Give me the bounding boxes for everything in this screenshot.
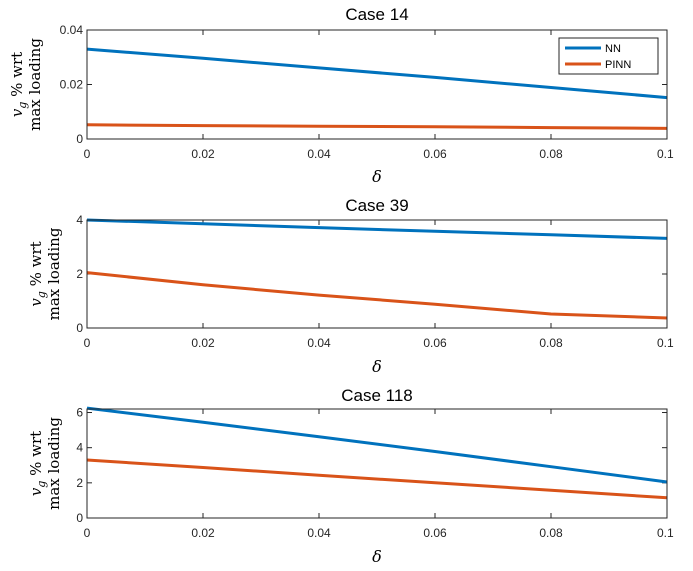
y-axis-label-line-2: max loading [26,38,44,131]
chart-title: Case 39 [345,196,408,215]
legend-box [558,37,659,75]
axes-box [86,408,668,519]
chart-title: Case 118 [341,386,413,405]
y-tick-label: 2 [76,267,83,281]
axes-box [86,29,668,140]
y-label-variable: v [8,108,26,117]
series-line-nn [86,406,668,484]
subplot-3: Case 118 0 0.02 0.04 0.06 0.08 0.1 0 2 4 6 vg % wrt… [27,386,674,566]
y-label-variable: v [27,487,45,496]
y-label-rest: % wrt [27,241,45,291]
x-tick-label: 0.02 [191,526,215,540]
series-line-pinn [86,123,668,130]
y-axis-label-line-1: vg % wrt [27,241,48,306]
y-axis-label-line-2: max loading [45,417,63,510]
subplot-2: Case 39 0 0.02 0.04 0.06 0.08 0.1 0 2 4 vg % wrt ma… [27,196,674,376]
series-line-pinn [86,458,668,500]
x-tick-label: 0.06 [423,336,447,350]
x-tick-label: 0.06 [423,147,447,161]
axes-box [86,219,668,329]
y-axis-label: vg % wrt max loading [27,417,63,510]
plot-area [87,220,667,328]
x-axis-label: δ [372,547,382,566]
x-tick-label: 0 [84,526,91,540]
x-tick-label: 0.08 [539,526,563,540]
x-tick-label: 0.1 [657,526,674,540]
legend: NN PINN [558,37,659,75]
x-tick-label: 0 [84,336,91,350]
y-label-rest: % wrt [27,431,45,481]
y-label-subscript: g [35,481,48,488]
x-tick-label: 0.06 [423,526,447,540]
y-axis-label-line-1: vg % wrt [27,431,48,496]
legend-label-pinn: PINN [605,59,631,71]
x-tick-label: 0.08 [539,336,563,350]
chart-title: Case 14 [345,5,408,24]
x-tick-label: 0 [84,147,91,161]
plot-area [87,409,667,518]
x-tick-label: 0.04 [307,526,331,540]
y-label-variable: v [27,298,45,307]
x-axis-label: δ [372,357,382,376]
y-tick-label: 2 [76,476,83,490]
y-axis-label-line-1: vg % wrt [8,52,29,117]
y-tick-label: 0.02 [60,78,84,92]
y-tick-label: 4 [76,441,83,455]
y-label-subscript: g [16,102,29,109]
subplot-1: Case 14 0 0.02 0.04 0.06 0.08 0.1 0 0.02 0.04 vg %… [8,5,674,186]
series-line-nn [86,47,668,100]
x-tick-label: 0.08 [539,147,563,161]
legend-label-nn: NN [605,43,621,55]
x-tick-label: 0.1 [657,336,674,350]
x-tick-label: 0.02 [191,336,215,350]
y-tick-label: 0 [76,511,83,525]
series-line-pinn [86,271,668,320]
y-axis-label: vg % wrt max loading [8,38,44,131]
y-tick-label: 0 [76,321,83,335]
y-label-rest: % wrt [8,52,26,102]
x-tick-label: 0.02 [191,147,215,161]
y-label-subscript: g [35,291,48,298]
y-axis-label-line-2: max loading [45,227,63,320]
y-tick-label: 6 [76,406,83,420]
x-axis-label: δ [372,167,382,186]
series-line-nn [86,218,668,240]
y-tick-label: 0.04 [60,23,84,37]
y-tick-label: 4 [76,213,83,227]
y-axis-label: vg % wrt max loading [27,227,63,320]
y-tick-label: 0 [76,132,83,146]
x-tick-label: 0.04 [307,336,331,350]
x-tick-label: 0.04 [307,147,331,161]
x-tick-label: 0.1 [657,147,674,161]
